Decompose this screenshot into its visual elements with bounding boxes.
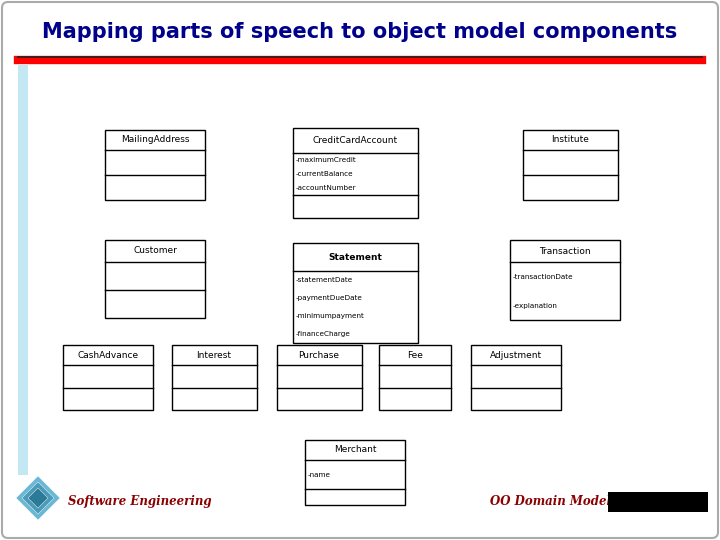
Text: -currentBalance: -currentBalance (295, 171, 353, 177)
Text: MailingAddress: MailingAddress (121, 136, 189, 145)
Text: Customer: Customer (133, 246, 177, 255)
Text: -transactionDate: -transactionDate (513, 274, 574, 280)
Text: Institute: Institute (551, 136, 589, 145)
Text: Mapping parts of speech to object model components: Mapping parts of speech to object model … (42, 22, 678, 42)
Text: Adjustment: Adjustment (490, 350, 542, 360)
Bar (171, 345, 256, 410)
Bar (105, 240, 205, 318)
Bar (18, 65, 28, 475)
Text: -financeCharge: -financeCharge (295, 331, 351, 337)
Text: -maximumCredit: -maximumCredit (295, 157, 356, 163)
Text: Software Engineering: Software Engineering (68, 496, 212, 509)
Text: -paymentDueDate: -paymentDueDate (295, 295, 362, 301)
Text: CashAdvance: CashAdvance (78, 350, 138, 360)
Bar (63, 345, 153, 410)
Bar (305, 440, 405, 505)
Text: -accountNumber: -accountNumber (295, 185, 356, 191)
Bar (608, 492, 708, 512)
Text: -minimumpayment: -minimumpayment (295, 313, 364, 319)
Bar (105, 130, 205, 200)
Text: Merchant: Merchant (334, 446, 377, 455)
Text: OO Domain Modeling: OO Domain Modeling (490, 496, 632, 509)
Bar (276, 345, 361, 410)
Bar (471, 345, 561, 410)
Text: Statement: Statement (328, 253, 382, 261)
Bar (292, 128, 418, 218)
Text: Interest: Interest (197, 350, 232, 360)
Text: Fee: Fee (407, 350, 423, 360)
Text: -name: -name (308, 471, 331, 477)
Text: Transaction: Transaction (539, 247, 591, 256)
Text: Purchase: Purchase (299, 350, 340, 360)
Text: -statementDate: -statementDate (295, 277, 353, 283)
Bar (510, 240, 620, 320)
Bar (379, 345, 451, 410)
Text: -explanation: -explanation (513, 302, 558, 308)
Polygon shape (16, 476, 60, 520)
Polygon shape (22, 482, 54, 514)
Text: CreditCardAccount: CreditCardAccount (312, 136, 397, 145)
Polygon shape (28, 488, 48, 508)
Bar (292, 243, 418, 343)
Bar (523, 130, 618, 200)
